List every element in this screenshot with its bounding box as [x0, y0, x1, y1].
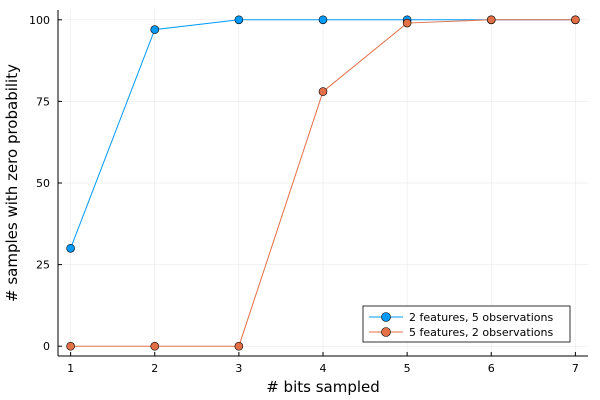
y-tick-label: 100 [29, 14, 50, 27]
y-tick-label: 25 [36, 259, 50, 272]
tick-labels: 1 2 3 4 5 6 7 0 25 50 75 100 [29, 14, 579, 375]
legend: 2 features, 5 observations 5 features, 2 … [362, 305, 571, 343]
legend-item: 5 features, 2 observations [369, 326, 553, 339]
series-2 [66, 15, 580, 351]
legend-label: 5 features, 2 observations [409, 326, 553, 339]
data-point [234, 341, 244, 351]
legend-box [362, 305, 571, 343]
x-tick-label: 6 [488, 362, 495, 375]
data-point [402, 18, 412, 28]
x-tick-label: 5 [404, 362, 411, 375]
x-tick-label: 1 [67, 362, 74, 375]
data-point [150, 25, 160, 34]
legend-label: 2 features, 5 observations [409, 311, 553, 324]
data-point [486, 15, 496, 25]
data-series [66, 15, 580, 351]
x-tick-label: 3 [235, 362, 242, 375]
legend-marker [381, 312, 391, 322]
legend-item: 2 features, 5 observations [369, 311, 553, 324]
data-point [150, 341, 160, 351]
y-tick-label: 75 [36, 95, 50, 108]
legend-marker [381, 327, 391, 337]
x-tick-label: 7 [572, 362, 579, 375]
data-point [318, 15, 328, 25]
x-axis-label: # bits sampled [266, 378, 380, 396]
x-tick-label: 4 [320, 362, 327, 375]
data-point [66, 341, 75, 351]
axes [57, 10, 588, 357]
data-point [571, 15, 580, 25]
y-tick-label: 0 [43, 340, 50, 353]
y-axis-label: # samples with zero probability [3, 64, 21, 302]
data-point [66, 243, 75, 253]
y-tick-label: 50 [36, 177, 50, 190]
data-point [318, 87, 328, 96]
data-point [234, 15, 244, 25]
grid [58, 10, 588, 356]
x-tick-label: 2 [151, 362, 158, 375]
